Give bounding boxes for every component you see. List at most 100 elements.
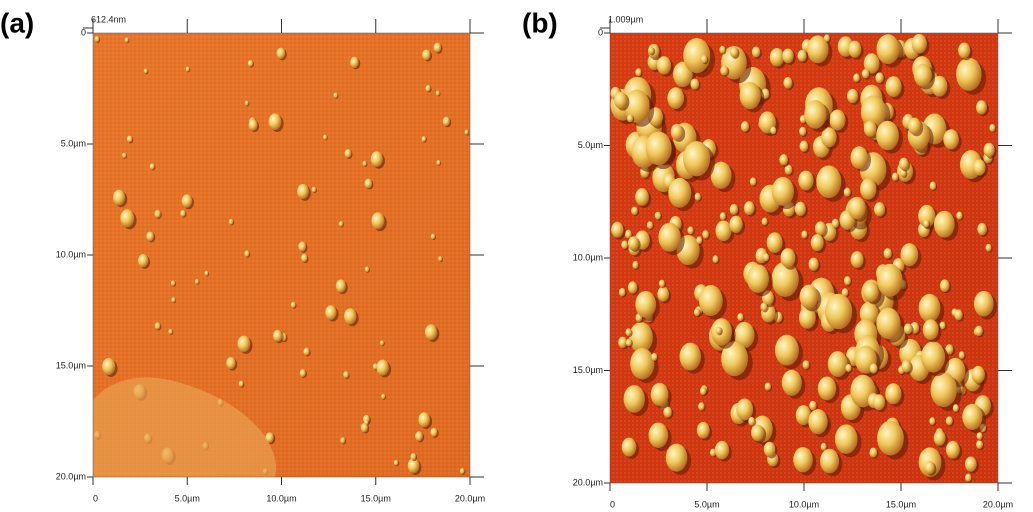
blob — [931, 75, 948, 97]
blob — [921, 341, 946, 373]
blob — [827, 351, 848, 377]
blob — [845, 364, 852, 373]
blob — [891, 172, 899, 181]
blob — [918, 293, 941, 323]
blob — [657, 286, 670, 302]
blob — [983, 142, 995, 158]
blob — [665, 443, 688, 472]
blob — [694, 192, 701, 201]
blob — [877, 263, 903, 297]
blob — [820, 442, 827, 451]
blob — [698, 402, 705, 411]
blob — [782, 48, 794, 64]
blob — [943, 129, 959, 150]
blob — [424, 324, 438, 341]
blob — [956, 211, 963, 220]
blob — [658, 222, 681, 252]
blob — [645, 131, 672, 166]
blob — [751, 46, 761, 58]
blob — [850, 251, 864, 269]
blob — [143, 68, 148, 74]
y-tick-label: 0 — [81, 27, 86, 37]
blob — [442, 116, 450, 127]
blob — [343, 371, 349, 379]
blob — [907, 117, 921, 135]
rough-region — [93, 377, 276, 477]
blob — [715, 220, 732, 242]
blob — [154, 209, 161, 219]
blob — [650, 382, 669, 406]
blob — [181, 194, 193, 208]
blob — [228, 218, 234, 225]
blob — [325, 305, 337, 320]
blob — [824, 293, 853, 330]
blob — [764, 382, 772, 391]
blob — [923, 219, 930, 228]
blob — [625, 328, 632, 337]
blob — [244, 100, 249, 106]
blob — [964, 456, 977, 472]
blob — [370, 151, 383, 167]
blob — [171, 297, 176, 303]
blob — [627, 236, 639, 251]
blob — [798, 306, 816, 329]
blob — [843, 276, 851, 286]
blob — [876, 307, 901, 340]
blob — [780, 248, 796, 268]
scale-label: 1.009µm — [608, 14, 643, 24]
blob — [430, 427, 438, 437]
blob — [146, 231, 154, 242]
blob — [848, 40, 862, 58]
blob — [760, 302, 768, 312]
blob — [929, 181, 937, 191]
x-tick-label: 15.0µm — [361, 493, 391, 503]
blob — [362, 160, 367, 167]
blob — [721, 341, 749, 377]
blob — [913, 63, 932, 87]
blob — [690, 78, 700, 90]
blob — [877, 420, 904, 456]
blob — [415, 431, 423, 442]
blob — [863, 281, 879, 302]
blob — [627, 114, 634, 123]
blob — [820, 448, 840, 474]
blob — [781, 369, 802, 396]
blob — [350, 56, 359, 68]
blob — [922, 319, 939, 341]
blob — [421, 136, 427, 142]
blob — [883, 248, 892, 259]
blob — [793, 446, 813, 473]
blob — [720, 65, 729, 76]
blob — [185, 66, 190, 72]
blob — [762, 253, 770, 262]
y-tick-label: 20.0µm — [56, 471, 86, 481]
blob — [847, 88, 859, 104]
blob — [425, 84, 431, 92]
blob — [829, 109, 846, 131]
blob — [710, 161, 732, 189]
blob — [629, 322, 653, 353]
blob — [783, 76, 793, 89]
blob — [876, 120, 899, 151]
blob — [238, 380, 244, 388]
panel-label: (a) — [0, 7, 34, 38]
blob — [126, 135, 133, 143]
blob — [850, 146, 868, 169]
blob — [438, 256, 443, 262]
blob — [799, 284, 819, 309]
blob — [630, 348, 655, 380]
blob — [648, 422, 669, 448]
blob — [237, 335, 251, 353]
blob — [876, 34, 900, 65]
blob — [635, 188, 649, 206]
blob — [646, 221, 653, 230]
blob — [975, 100, 987, 115]
scale-label: 612.4nm — [91, 14, 126, 24]
blob — [719, 45, 726, 54]
blob — [929, 417, 936, 426]
blob — [265, 432, 274, 444]
blob — [679, 342, 702, 371]
blob — [614, 91, 628, 109]
blob — [977, 222, 987, 236]
blob — [290, 301, 296, 309]
